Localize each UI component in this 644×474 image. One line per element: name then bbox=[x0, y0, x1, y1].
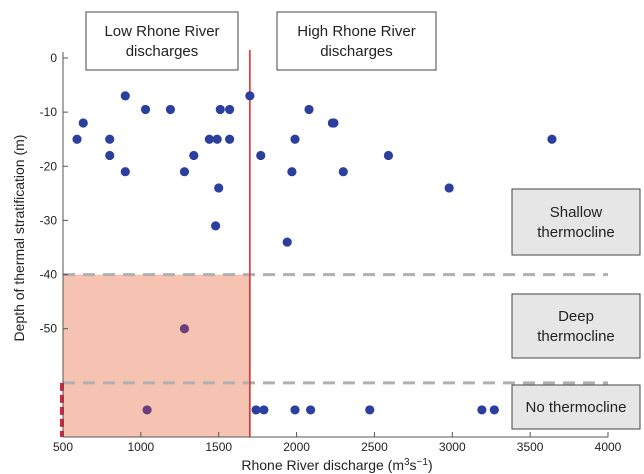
data-point bbox=[287, 167, 297, 177]
data-point bbox=[290, 405, 300, 415]
deep-thermocline-label-line: thermocline bbox=[537, 328, 615, 345]
data-point bbox=[72, 134, 82, 144]
deep-thermocline-label: Deep thermocline bbox=[511, 293, 641, 359]
x-tick-label: 1500 bbox=[205, 440, 232, 454]
data-point bbox=[140, 104, 151, 115]
x-axis-title: Rhone River discharge (m3s−1) bbox=[241, 457, 432, 473]
low-discharge-label-box bbox=[85, 11, 239, 71]
low-discharge-label: Low Rhone River discharges bbox=[85, 11, 239, 71]
data-point bbox=[120, 167, 130, 177]
data-point bbox=[105, 134, 115, 144]
deep-thermocline-label-box bbox=[511, 293, 641, 359]
data-point bbox=[142, 405, 152, 415]
y-tick-label: -10 bbox=[40, 105, 58, 119]
data-point bbox=[259, 405, 269, 415]
low-discharge-label-line: discharges bbox=[126, 43, 199, 60]
high-discharge-label-line: discharges bbox=[320, 43, 393, 60]
plot-area bbox=[60, 50, 608, 437]
data-point bbox=[214, 183, 224, 193]
high-discharge-label-line: High Rhone River bbox=[297, 23, 415, 40]
data-point bbox=[211, 221, 221, 231]
data-point bbox=[383, 150, 394, 161]
deep-thermocline-label-line: Deep bbox=[558, 308, 594, 325]
x-tick-label: 2500 bbox=[361, 440, 388, 454]
data-point bbox=[547, 134, 557, 144]
data-point bbox=[282, 237, 292, 247]
shallow-thermocline-label-box bbox=[511, 188, 641, 256]
x-tick-label: 3000 bbox=[439, 440, 466, 454]
data-point bbox=[215, 104, 225, 115]
data-point bbox=[489, 405, 499, 415]
data-point bbox=[165, 104, 176, 115]
x-tick-label: 3500 bbox=[517, 440, 544, 454]
y-tick-label: -50 bbox=[40, 322, 58, 336]
data-point bbox=[105, 150, 115, 161]
data-point bbox=[212, 134, 222, 144]
no-thermocline-label: No thermocline bbox=[511, 384, 641, 430]
x-tick-label: 4000 bbox=[595, 440, 622, 454]
shallow-thermocline-label-line: Shallow bbox=[550, 204, 603, 221]
high-discharge-label: High Rhone River discharges bbox=[276, 11, 437, 71]
shallow-thermocline-label: Shallow thermocline bbox=[511, 188, 641, 256]
data-point bbox=[256, 150, 266, 161]
y-tick-label: -30 bbox=[40, 213, 58, 227]
y-axis-title: Depth of thermal stratification (m) bbox=[11, 135, 27, 342]
y-tick-label: -20 bbox=[40, 159, 58, 173]
shaded-region bbox=[63, 274, 250, 437]
x-tick-label: 2000 bbox=[283, 440, 310, 454]
data-point bbox=[204, 134, 214, 144]
data-point bbox=[304, 104, 314, 115]
data-point bbox=[365, 405, 375, 415]
data-point bbox=[444, 183, 454, 193]
no-thermocline-label-box bbox=[511, 384, 641, 430]
data-point bbox=[338, 167, 348, 177]
shallow-thermocline-label-line: thermocline bbox=[537, 224, 615, 241]
data-point bbox=[225, 104, 235, 115]
data-point bbox=[189, 150, 199, 161]
axes: 500 1000 1500 2000 2500 3000 3500 4000 0 -10 -20 -3… bbox=[40, 51, 622, 454]
data-point bbox=[329, 118, 339, 128]
data-point bbox=[225, 134, 235, 144]
data-point bbox=[251, 405, 261, 415]
y-tick-label: 0 bbox=[50, 51, 57, 65]
x-tick-label: 1000 bbox=[128, 440, 155, 454]
no-thermocline-label-line: No thermocline bbox=[526, 399, 627, 416]
data-point bbox=[179, 324, 190, 334]
data-points bbox=[72, 91, 557, 415]
data-point bbox=[179, 167, 190, 177]
data-point bbox=[290, 134, 300, 144]
data-point bbox=[477, 405, 487, 415]
data-point bbox=[305, 405, 316, 415]
high-discharge-label-box bbox=[276, 11, 437, 71]
low-discharge-label-line: Low Rhone River bbox=[104, 23, 219, 40]
data-point bbox=[78, 118, 88, 128]
data-point bbox=[245, 91, 255, 101]
x-tick-label: 500 bbox=[53, 440, 73, 454]
data-point bbox=[120, 91, 130, 101]
y-tick-label: -40 bbox=[40, 268, 58, 282]
